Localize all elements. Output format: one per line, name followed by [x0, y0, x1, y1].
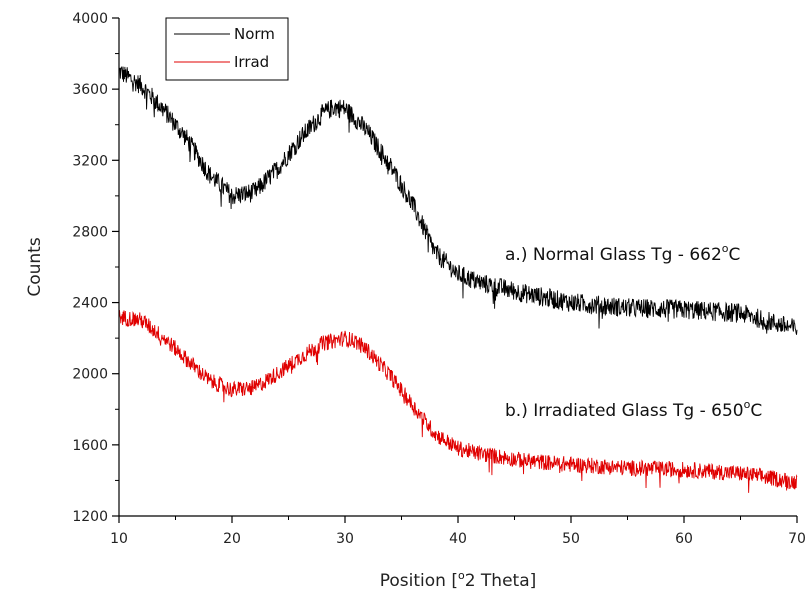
legend-box — [165, 17, 289, 81]
y-tick-label: 2800 — [72, 224, 108, 240]
y-tick-label: 3600 — [72, 82, 108, 98]
series-line-norm — [118, 65, 798, 335]
y-tick-label: 4000 — [72, 11, 108, 27]
y-tick-label: 2400 — [72, 296, 108, 312]
x-axis-title: Position [o2 Theta] — [380, 569, 537, 591]
tick-layer: 10 20 30 40 50 60 70 1200 1600 2000 2400 2800 3200 36… — [72, 11, 806, 547]
annotation-normal-glass: a.) Normal Glass Tg - 662oC — [505, 242, 740, 265]
x-tick-label: 10 — [110, 531, 128, 547]
series-layer — [118, 65, 798, 493]
y-tick-label: 1600 — [72, 438, 108, 454]
legend-label-irrad: Irrad — [234, 53, 269, 71]
legend-label-norm: Norm — [234, 25, 275, 43]
legend: Norm Irrad — [165, 17, 289, 81]
y-tick-label: 1200 — [72, 509, 108, 525]
y-tick-label: 3200 — [72, 153, 108, 169]
series-line-irrad — [118, 309, 798, 493]
y-tick-label: 2000 — [72, 367, 108, 383]
y-axis-title: Counts — [25, 237, 45, 296]
x-tick-label: 40 — [449, 531, 467, 547]
x-tick-label: 70 — [788, 531, 806, 547]
x-tick-label: 50 — [562, 531, 580, 547]
x-tick-label: 30 — [336, 531, 354, 547]
annotation-irradiated-glass: b.) Irradiated Glass Tg - 650oC — [505, 398, 762, 421]
x-tick-label: 60 — [675, 531, 693, 547]
x-tick-label: 20 — [223, 531, 241, 547]
